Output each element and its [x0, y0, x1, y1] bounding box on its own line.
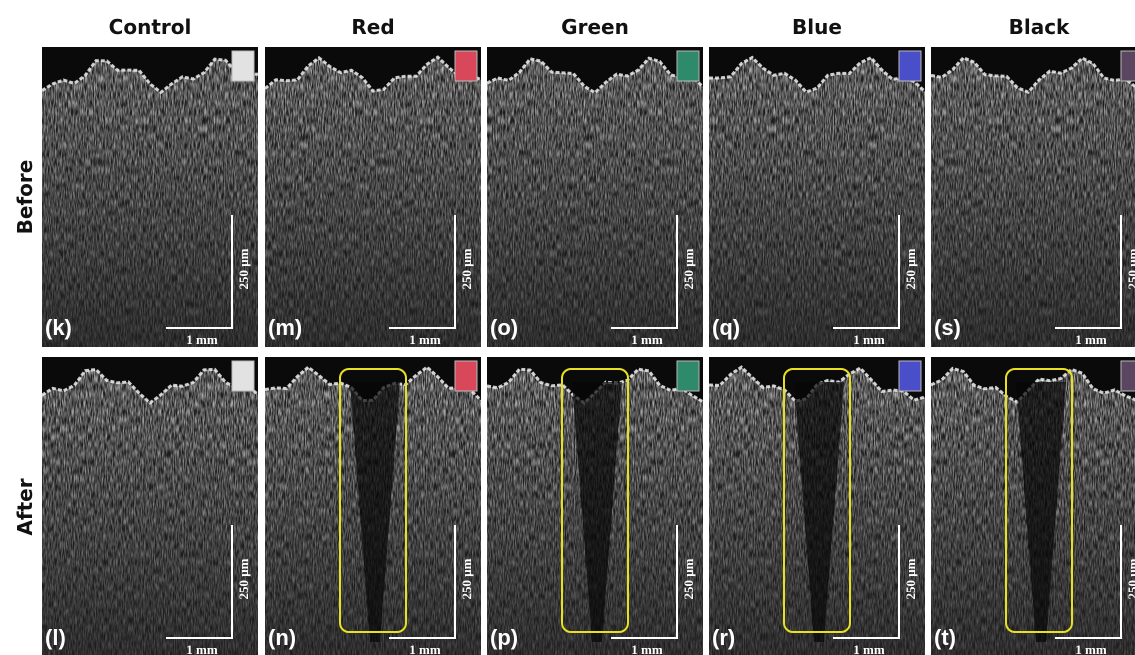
- scale-label: 250 μm: [681, 558, 696, 599]
- tissue: [42, 47, 258, 347]
- scale-label: 1 mm: [631, 332, 663, 347]
- swatch: [232, 51, 254, 81]
- panel: 250 μm 1 mm (t): [931, 357, 1135, 655]
- swatch: [1121, 361, 1135, 391]
- tissue: [931, 47, 1135, 347]
- panel-label: (s): [934, 315, 961, 340]
- swatch: [232, 361, 254, 391]
- figure: Control Red Green Blue Black Before 250 μm 1 mm…: [0, 0, 1135, 655]
- swatch: [899, 51, 921, 81]
- swatch: [899, 361, 921, 391]
- row-title: Before: [13, 160, 37, 235]
- speckle: [709, 47, 925, 347]
- scale-label: 1 mm: [1075, 332, 1107, 347]
- scale-label: 1 mm: [853, 642, 885, 655]
- scale-label: 250 μm: [236, 558, 251, 599]
- scale-label: 1 mm: [409, 332, 441, 347]
- scale-label: 250 μm: [903, 248, 918, 289]
- scale-label: 250 μm: [459, 558, 474, 599]
- column-title: Blue: [792, 15, 842, 39]
- column-title: Red: [351, 15, 394, 39]
- swatch: [677, 361, 699, 391]
- speckle: [931, 47, 1135, 347]
- panel: 250 μm 1 mm (p): [487, 357, 703, 655]
- swatch: [455, 361, 477, 391]
- panel: 250 μm 1 mm (r): [709, 357, 925, 655]
- panel: 250 μm 1 mm (m): [265, 47, 481, 347]
- scale-label: 250 μm: [681, 248, 696, 289]
- panel: 250 μm 1 mm (s): [931, 47, 1135, 347]
- panel: 250 μm 1 mm (q): [709, 47, 925, 347]
- panel: 250 μm 1 mm (n): [265, 357, 481, 655]
- panel-label: (k): [45, 315, 72, 340]
- panel-label: (q): [712, 315, 740, 340]
- scale-label: 250 μm: [459, 248, 474, 289]
- panel-label: (n): [268, 625, 296, 650]
- swatch: [1121, 51, 1135, 81]
- scale-label: 1 mm: [186, 642, 218, 655]
- column-title: Black: [1009, 15, 1070, 39]
- panel-label: (l): [45, 625, 66, 650]
- scale-label: 1 mm: [186, 332, 218, 347]
- column-title: Control: [109, 15, 192, 39]
- swatch: [677, 51, 699, 81]
- panel-label: (m): [268, 315, 302, 340]
- page: Control Red Green Blue Black Before 250 μm 1 mm…: [0, 0, 1135, 655]
- scale-label: 1 mm: [853, 332, 885, 347]
- panel-label: (p): [490, 625, 518, 650]
- row-title: After: [13, 478, 37, 535]
- panel: 250 μm 1 mm (k): [42, 47, 258, 347]
- scale-label: 250 μm: [1125, 558, 1135, 599]
- scale-label: 1 mm: [631, 642, 663, 655]
- column-title: Green: [561, 15, 629, 39]
- scale-label: 1 mm: [1075, 642, 1107, 655]
- swatch: [455, 51, 477, 81]
- scale-label: 250 μm: [1125, 248, 1135, 289]
- panel: 250 μm 1 mm (l): [42, 357, 258, 655]
- speckle: [42, 47, 258, 347]
- scale-label: 250 μm: [236, 248, 251, 289]
- tissue: [709, 47, 925, 347]
- scale-label: 1 mm: [409, 642, 441, 655]
- panel-label: (t): [934, 625, 956, 650]
- panel: 250 μm 1 mm (o): [487, 47, 703, 347]
- panel-label: (o): [490, 315, 518, 340]
- scale-label: 250 μm: [903, 558, 918, 599]
- panel-label: (r): [712, 625, 735, 650]
